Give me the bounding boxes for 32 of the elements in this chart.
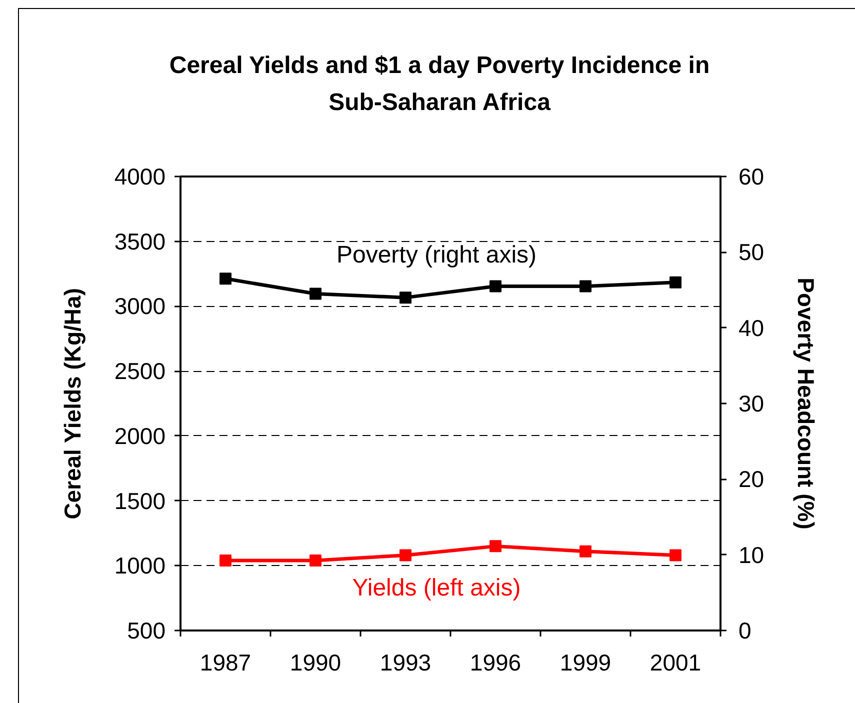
point bbox=[670, 276, 682, 288]
y-tick-label: 3500 bbox=[114, 228, 166, 254]
x-tick-label: 1996 bbox=[470, 650, 522, 676]
y2-tick-label: 0 bbox=[738, 618, 752, 644]
y-tick-label: 2500 bbox=[114, 358, 166, 384]
x-tick-label: 1993 bbox=[380, 650, 432, 676]
series-label: Yields (left axis) bbox=[352, 574, 521, 602]
point bbox=[400, 292, 412, 304]
y-tick-label: 500 bbox=[127, 618, 166, 644]
y2-tick-label: 20 bbox=[738, 466, 764, 492]
y2-tick-label: 30 bbox=[738, 390, 764, 416]
point bbox=[220, 272, 232, 285]
x-tick-label: 1990 bbox=[290, 650, 342, 676]
x-tick-label: 1999 bbox=[560, 650, 612, 676]
y-axis-title: Cereal Yields (Kg/Ha) bbox=[59, 288, 86, 520]
x-tick-label: 2001 bbox=[650, 650, 702, 676]
y2-tick-label: 50 bbox=[738, 239, 764, 266]
y2-tick-label: 40 bbox=[738, 314, 764, 341]
point bbox=[490, 280, 502, 292]
point bbox=[310, 288, 322, 300]
y2-tick-label: 10 bbox=[738, 542, 764, 568]
y2-axis-title: Poverty Headcount (%) bbox=[793, 278, 820, 530]
y-tick-label: 1500 bbox=[114, 488, 166, 514]
y-tick-label: 3000 bbox=[114, 293, 166, 320]
y-tick-label: 1000 bbox=[114, 552, 166, 579]
x-tick-label: 1987 bbox=[200, 650, 252, 676]
y-tick-label: 2000 bbox=[114, 422, 166, 449]
y2-tick-label: 60 bbox=[738, 164, 764, 190]
chart-title: Cereal Yields and $1 a day Poverty Incidence in Sub-Saharan Africa bbox=[169, 51, 710, 118]
point bbox=[580, 280, 592, 292]
y-tick-label: 4000 bbox=[114, 164, 166, 190]
series-label: Poverty (right axis) bbox=[336, 242, 537, 269]
